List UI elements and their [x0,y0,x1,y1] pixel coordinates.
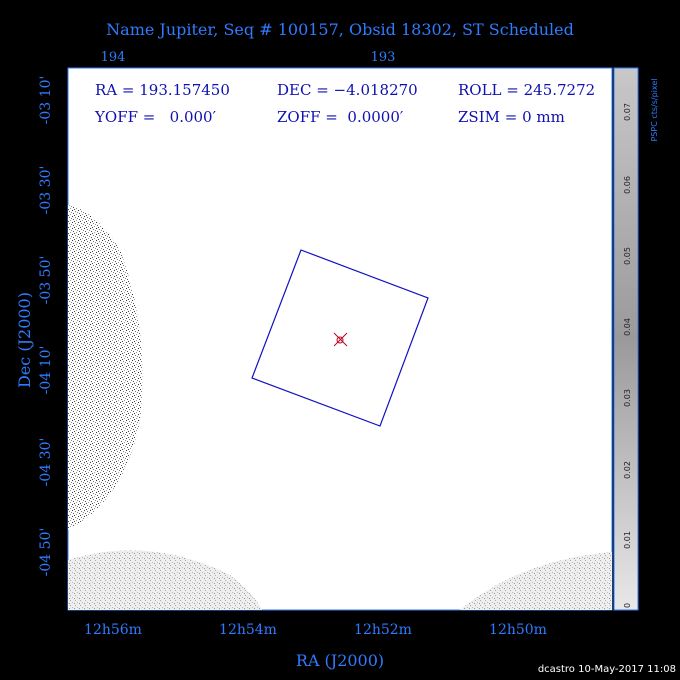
x-tick-label: 12h54m [219,622,277,638]
x-tick-label: 12h52m [354,622,412,638]
colorbar-tick-label: 0.07 [623,103,632,121]
sky-emission [460,552,612,610]
colorbar-tick-label: 0.01 [623,531,632,549]
detector-footprint [251,249,429,427]
info-text: ZSIM = 0 mm [458,108,565,126]
info-text: ZOFF = 0.0000′ [277,108,404,126]
sky-emission [68,205,143,530]
x-tick-label: 12h56m [84,622,142,638]
colorbar-tick-label: 0.03 [623,389,632,407]
top-tick-label: 193 [371,50,396,65]
colorbar-tick-label: 0.05 [623,247,632,265]
colorbar-tick-label: 0.02 [623,461,632,479]
colorbar-tick-label: 0.04 [623,318,632,336]
sky-emission [68,550,262,610]
colorbar-gradient [613,67,639,611]
target-marker [333,332,348,347]
y-tick-label: -04 10' [38,346,54,395]
info-text: ROLL = 245.7272 [458,81,595,99]
plot-area: RA = 193.157450 DEC = −4.018270 ROLL = 2… [67,67,613,611]
x-tick-label: 12h50m [489,622,547,638]
colorbar-tick-label: 0 [623,603,632,608]
y-tick-label: -04 50' [38,528,54,577]
y-tick-label: -03 10' [38,76,54,125]
info-text: YOFF = 0.000′ [94,108,217,126]
y-tick-label: -03 30' [38,166,54,215]
y-tick-label: -03 50' [38,256,54,305]
y-axis-label: Dec (J2000) [15,292,34,388]
info-text: DEC = −4.018270 [277,81,418,99]
colorbar-tick-label: 0.06 [623,176,632,194]
colorbar: 0 0.01 0.02 0.03 0.04 0.05 0.06 0.07 PSP… [613,67,659,611]
y-tick-label: -04 30' [38,438,54,487]
top-tick-label: 194 [101,50,126,65]
footer-credit: dcastro 10-May-2017 11:08 [538,664,676,675]
colorbar-label: PSPC cts/s/pixel [650,78,659,141]
x-axis-label: RA (J2000) [296,651,384,670]
title: Name Jupiter, Seq # 100157, Obsid 18302,… [106,20,574,39]
info-text: RA = 193.157450 [95,81,230,99]
